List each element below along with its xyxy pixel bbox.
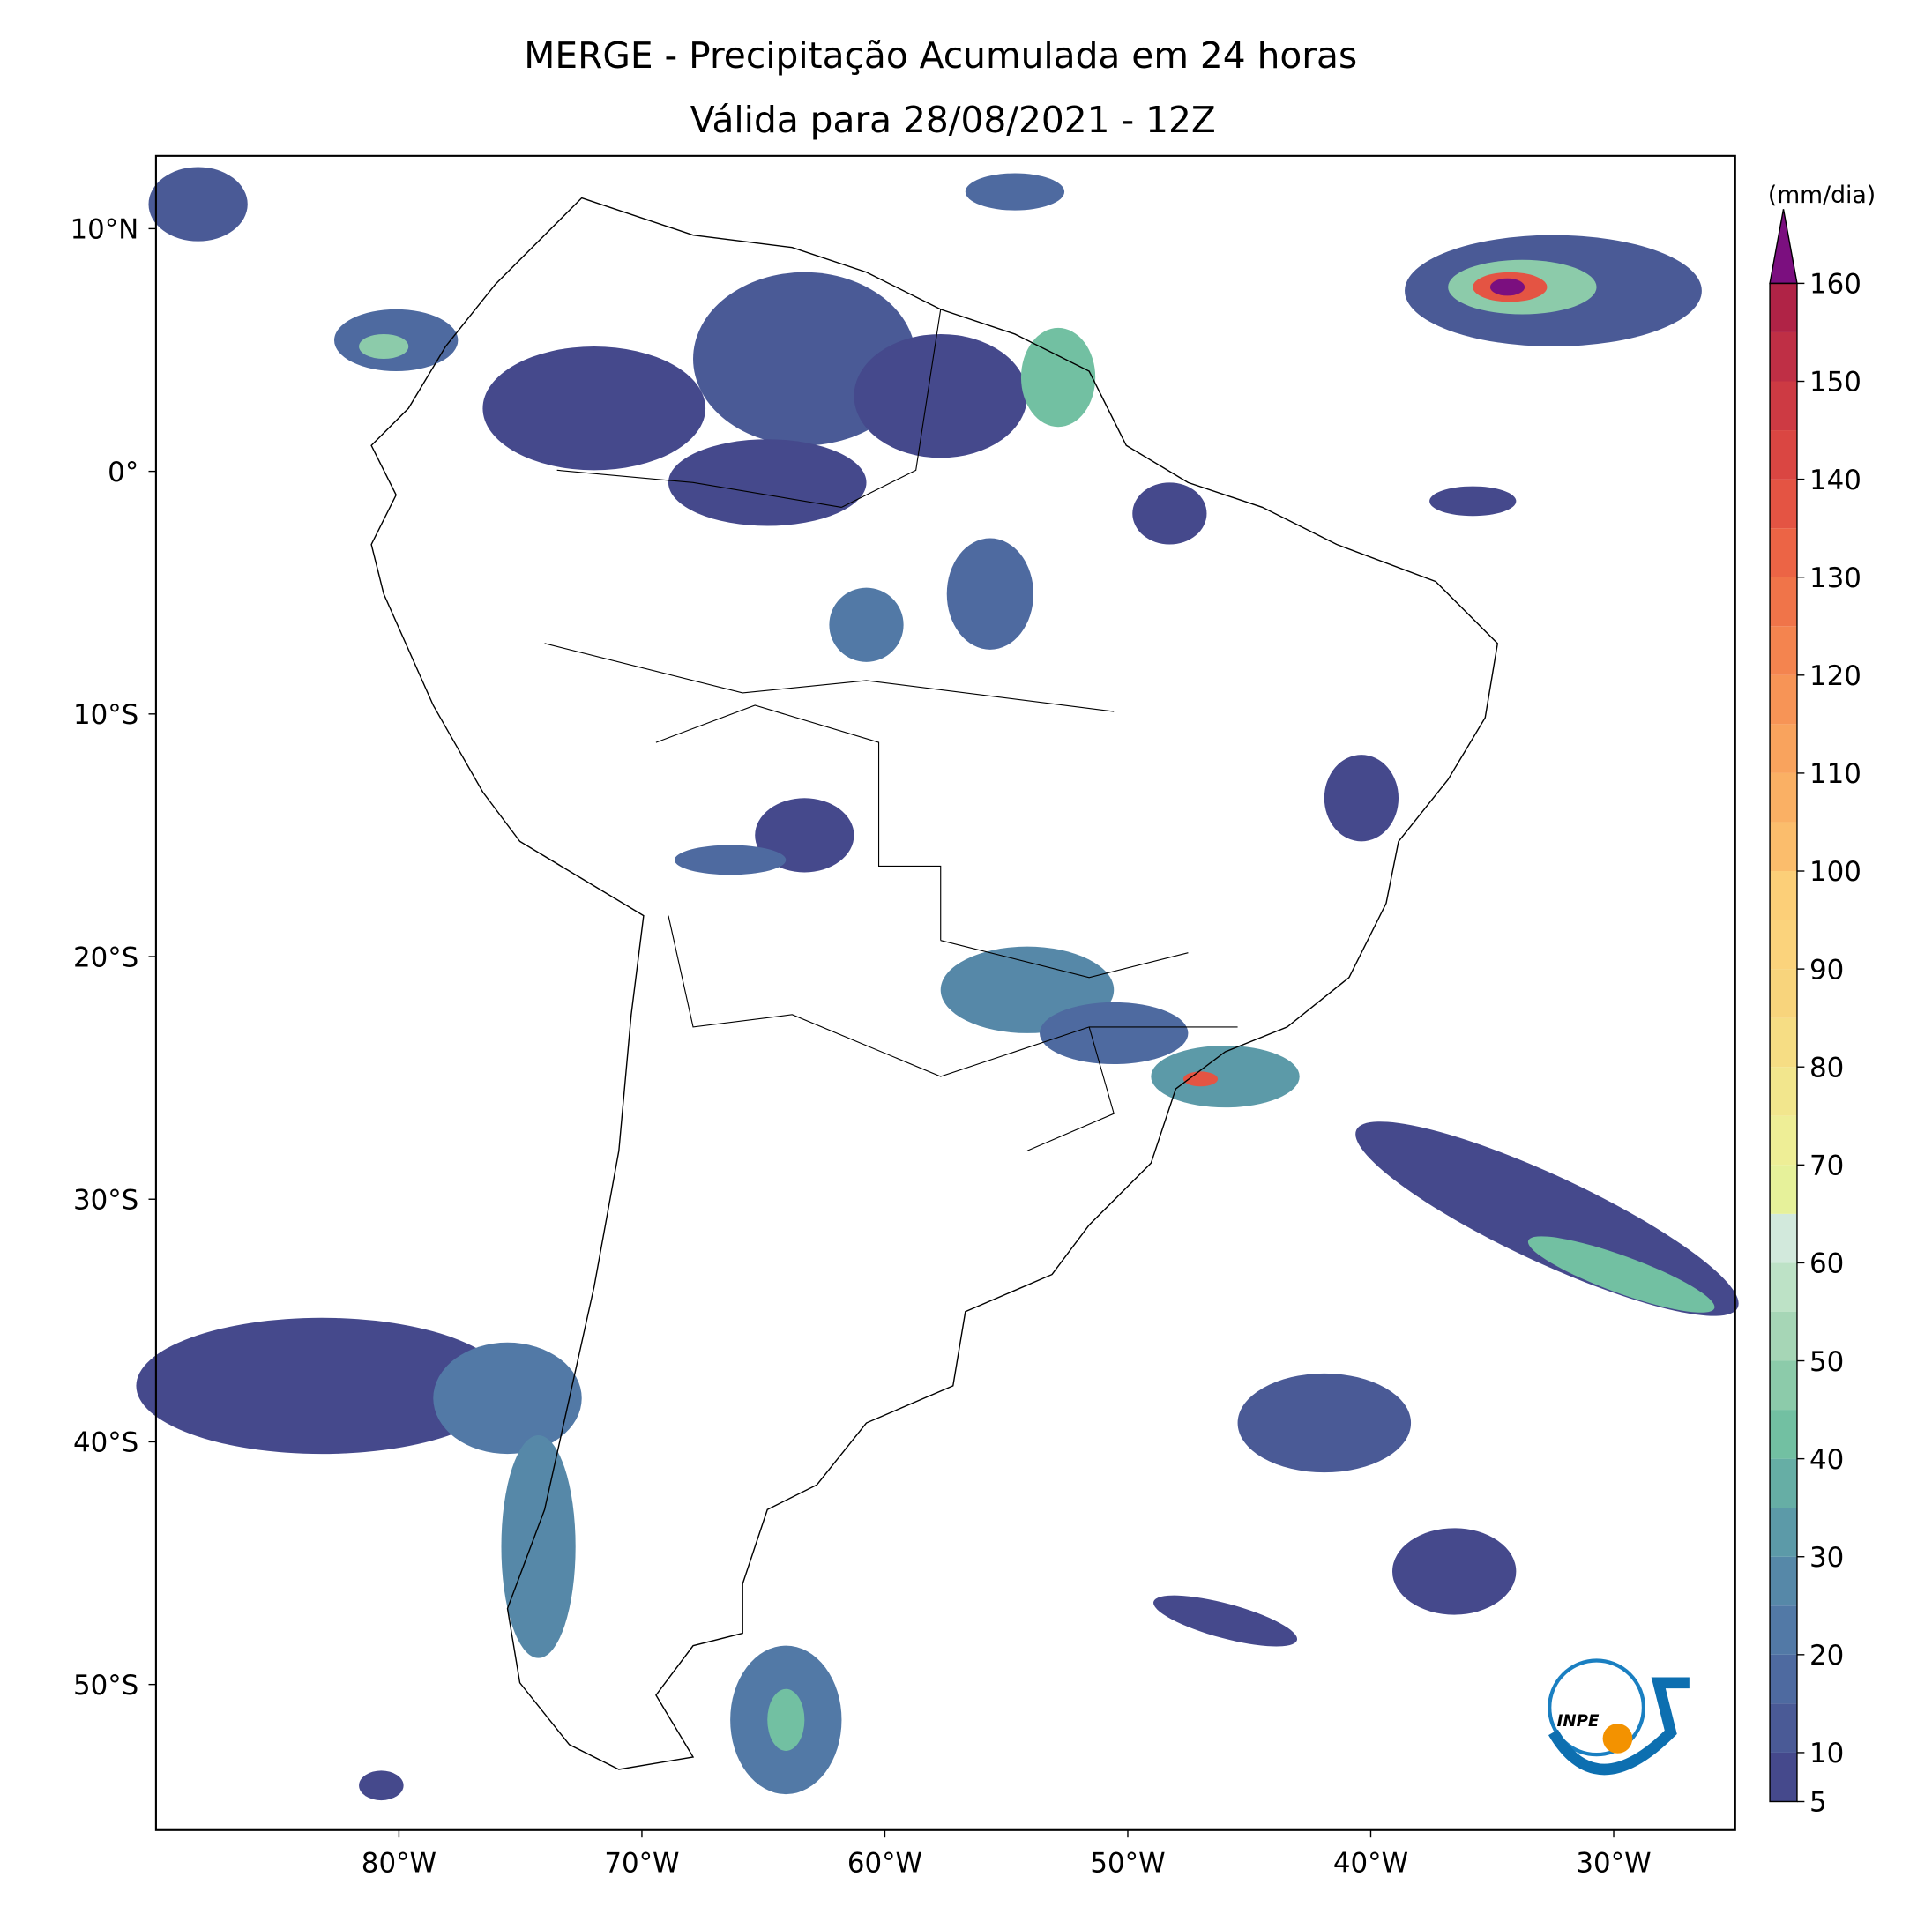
colorbar-tick-label: 160 (1809, 269, 1861, 301)
colorbar-tick-label: 80 (1809, 1052, 1844, 1084)
lon-tick-label: 60°W (847, 1847, 922, 1879)
colorbar-tick-label: 20 (1809, 1640, 1844, 1672)
colorbar-segment (1770, 626, 1797, 675)
colorbar-segment (1770, 430, 1797, 480)
lat-tick-label: 0° (108, 457, 138, 488)
colorbar-tick-label: 90 (1809, 954, 1844, 986)
colorbar-segment (1770, 1115, 1797, 1166)
lon-tick-label: 70°W (604, 1847, 679, 1879)
lat-tick-label: 10°S (73, 699, 138, 731)
colorbar-segment (1770, 1017, 1797, 1068)
colorbar-segment (1770, 1360, 1797, 1411)
colorbar-segment (1770, 331, 1797, 382)
colorbar-tick-label: 30 (1809, 1542, 1844, 1574)
colorbar-tick-label: 60 (1809, 1248, 1844, 1280)
colorbar-tick-label: 120 (1809, 660, 1861, 692)
colorbar-tick-label: 10 (1809, 1738, 1844, 1769)
colorbar-tick-label: 140 (1809, 465, 1861, 496)
colorbar-extension (1769, 209, 1798, 285)
colorbar-segment (1770, 1605, 1797, 1655)
colorbar-segment (1770, 1311, 1797, 1361)
colorbar-tick-label: 70 (1809, 1151, 1844, 1182)
colorbar-tick-label: 40 (1809, 1444, 1844, 1476)
lat-tick-label: 40°S (73, 1427, 138, 1459)
colorbar-segment (1770, 283, 1797, 332)
precipitation (136, 167, 1739, 1801)
colorbar-label: (mm/dia) (1768, 182, 1876, 209)
colorbar-segment (1770, 577, 1797, 627)
lat-tick-label: 10°N (70, 214, 138, 246)
colorbar-segment (1770, 1654, 1797, 1704)
logo: INPE (1548, 1658, 1690, 1776)
lon-tick-label: 30°W (1576, 1847, 1651, 1879)
colorbar-tick-label: 50 (1809, 1346, 1844, 1378)
colorbar-tick-label: 100 (1809, 856, 1861, 888)
colorbar-segment (1770, 479, 1797, 529)
colorbar-segment (1770, 724, 1797, 773)
colorbar-frame (1769, 282, 1798, 1803)
colorbar-segment (1770, 1262, 1797, 1312)
colorbar-segment (1770, 1703, 1797, 1753)
lon-tick-label: 80°W (362, 1847, 436, 1879)
colorbar-segment (1770, 920, 1797, 970)
colorbar-segment (1770, 1165, 1797, 1214)
colorbar-segment (1770, 674, 1797, 725)
lat-tick-label: 50°S (73, 1670, 138, 1702)
colorbar-segment (1770, 772, 1797, 823)
colorbar-segment (1770, 1410, 1797, 1459)
colorbar-segment (1770, 969, 1797, 1018)
borders (544, 309, 1238, 1151)
lon-tick-label: 50°W (1090, 1847, 1165, 1879)
colorbar-segment (1770, 1556, 1797, 1606)
colorbar-tick-label: 110 (1809, 758, 1861, 790)
subtitle: Válida para 28/08/2021 - 12Z (690, 99, 1216, 141)
colorbar-segment (1770, 871, 1797, 920)
colorbar-segment (1770, 1508, 1797, 1557)
colorbar-tick-label: 130 (1809, 562, 1861, 594)
colorbar-segment (1770, 1752, 1797, 1802)
colorbar-segment (1770, 1458, 1797, 1508)
colorbar-tick-label: 5 (1809, 1787, 1827, 1819)
coastline (370, 197, 1499, 1770)
colorbar-segment (1770, 528, 1797, 577)
title: MERGE - Precipitação Acumulada em 24 hor… (524, 34, 1357, 77)
lat-tick-label: 30°S (73, 1184, 138, 1216)
logo-text: INPE (1557, 1712, 1600, 1731)
colorbar-segment (1770, 381, 1797, 431)
map-frame (154, 154, 1736, 1831)
colorbar-segment (1770, 1213, 1797, 1263)
lon-tick-label: 40°W (1333, 1847, 1408, 1879)
colorbar-segment (1770, 1067, 1797, 1116)
colorbar-segment (1770, 822, 1797, 872)
lat-tick-label: 20°S (73, 942, 138, 973)
colorbar-tick-label: 150 (1809, 367, 1861, 398)
